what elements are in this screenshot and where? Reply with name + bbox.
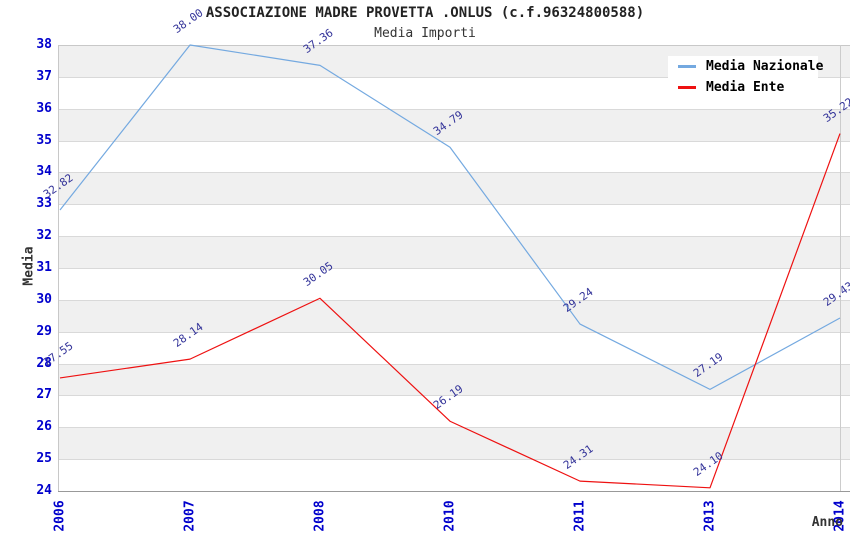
plot-band [58, 331, 850, 364]
x-tick-label: 2008 [312, 500, 328, 532]
x-axis-line [58, 491, 850, 492]
gridline [58, 331, 850, 333]
plot-band [58, 108, 850, 141]
y-tick-label: 33 [36, 196, 52, 212]
x-tick-label: 2011 [572, 500, 588, 532]
y-tick-label: 29 [36, 323, 52, 339]
y-tick-label: 24 [36, 483, 52, 498]
plot-border-top [58, 45, 850, 46]
y-axis-title: Media [21, 246, 37, 286]
series-line-0 [59, 44, 841, 390]
x-tick-label: 2010 [442, 500, 458, 532]
y-tick-label: 32 [36, 228, 52, 244]
x-axis-title: Anno [811, 515, 843, 530]
plot-band [58, 140, 850, 173]
chart-title: ASSOCIAZIONE MADRE PROVETTA .ONLUS (c.f.… [205, 5, 645, 21]
y-tick-label: 35 [36, 132, 52, 148]
plot-border-left [58, 45, 59, 491]
gridline [58, 299, 850, 301]
y-tick-label: 30 [36, 291, 52, 307]
plot-band [58, 427, 850, 460]
legend-item-media-ente: Media Ente [668, 77, 818, 98]
gridline [58, 140, 850, 142]
gridline [58, 268, 850, 269]
plot-band [58, 395, 850, 428]
gridline [58, 108, 850, 110]
plot-band [58, 172, 850, 205]
y-tick-label: 25 [36, 451, 52, 467]
gridline [58, 172, 850, 174]
plot-band [58, 363, 850, 396]
y-tick-label: 31 [36, 260, 52, 275]
y-tick-label: 26 [36, 419, 52, 435]
legend: Media Nazionale Media Ente [668, 56, 823, 102]
series-line-1 [59, 133, 841, 489]
right-gridline [840, 45, 841, 491]
y-tick-label: 27 [36, 387, 52, 403]
y-tick-label: 38 [36, 37, 52, 52]
gridline [58, 395, 850, 397]
chart-subtitle: Media Importi [374, 26, 476, 41]
y-tick-label: 28 [36, 355, 52, 371]
plot-band [58, 204, 850, 237]
plot-band [58, 299, 850, 332]
y-tick-label: 34 [36, 164, 52, 180]
gridline [58, 76, 850, 78]
plot-band [58, 268, 850, 300]
x-tick-label: 2013 [702, 500, 718, 532]
gridline [58, 236, 850, 238]
y-tick-label: 37 [36, 68, 52, 84]
gridline [58, 427, 850, 429]
gridline [58, 459, 850, 461]
plot-band [58, 236, 850, 268]
x-tick-label: 2007 [182, 500, 198, 532]
legend-label-media-ente: Media Ente [706, 80, 785, 95]
legend-line-swatch-red [678, 86, 696, 89]
x-tick-label: 2006 [52, 500, 68, 532]
gridline [58, 363, 850, 365]
y-tick-label: 36 [36, 100, 52, 116]
legend-item-media-nazionale: Media Nazionale [668, 56, 823, 77]
legend-line-swatch-blue [678, 65, 696, 68]
legend-label-media-nazionale: Media Nazionale [706, 59, 824, 74]
gridline [58, 204, 850, 206]
